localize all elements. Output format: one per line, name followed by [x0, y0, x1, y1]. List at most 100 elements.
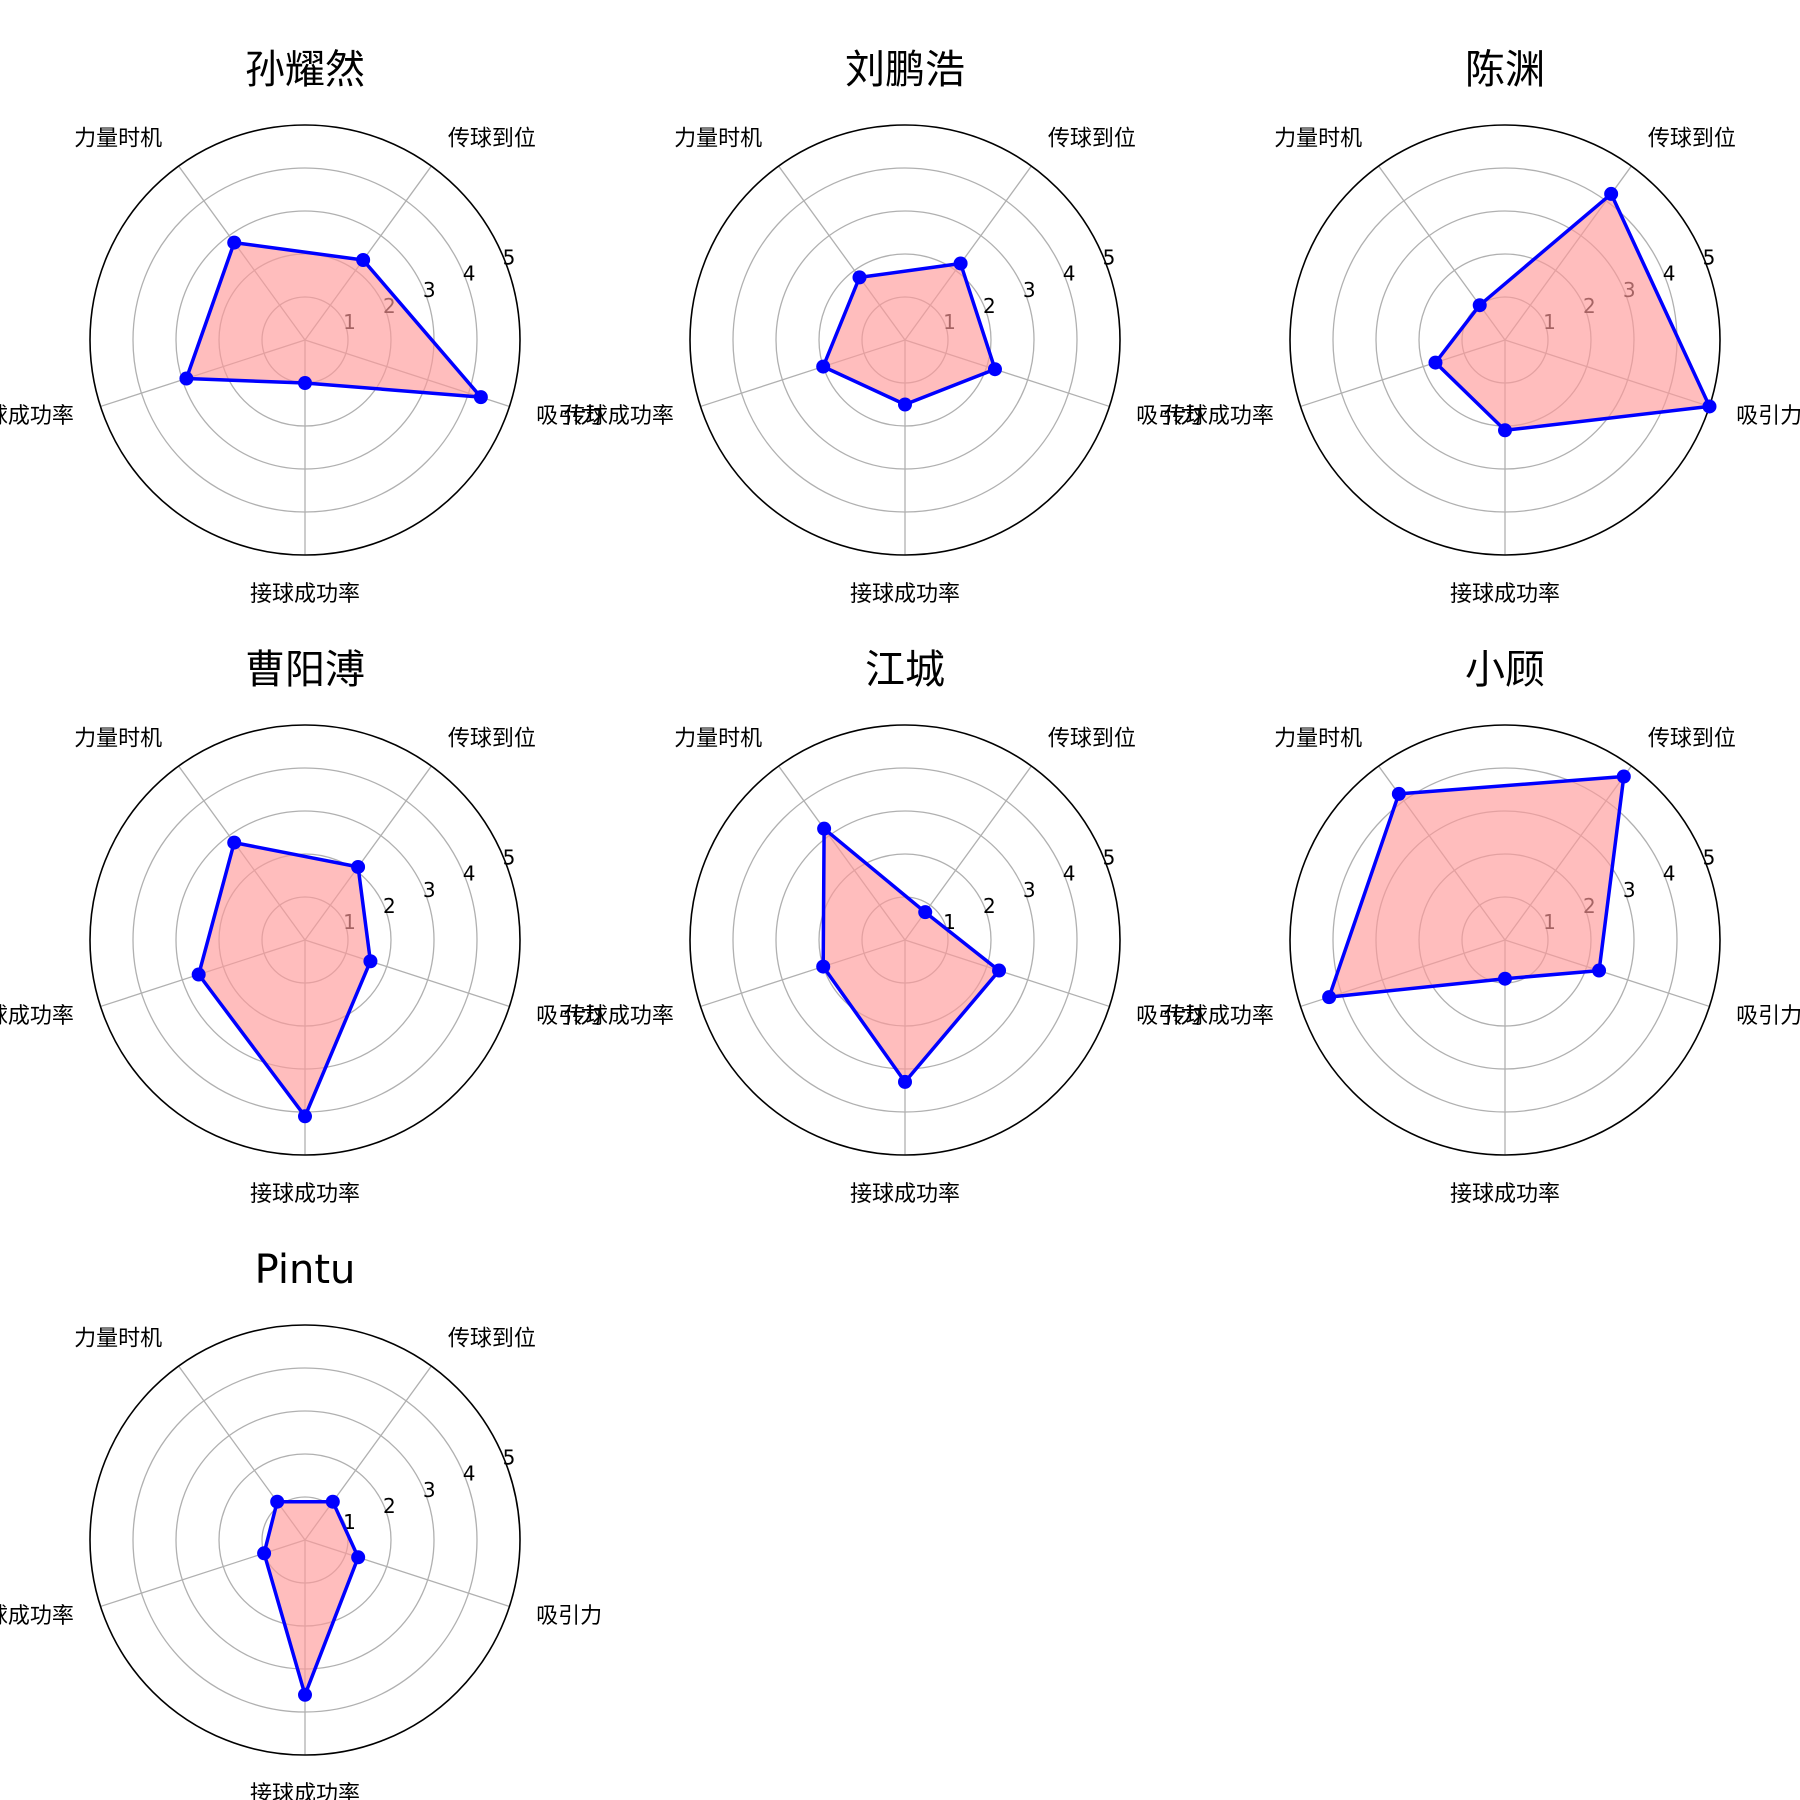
- axis-label: 接球成功率: [850, 582, 960, 607]
- radial-tick-label: 5: [1103, 846, 1116, 870]
- axis-label: 力量时机: [74, 1326, 162, 1351]
- axis-label: 接球成功率: [250, 1782, 360, 1800]
- series-line: [184, 240, 483, 399]
- data-point: [1498, 423, 1512, 438]
- axis-label: 传球到位: [1648, 126, 1736, 151]
- data-point: [1616, 769, 1631, 784]
- radial-tick-label: 2: [383, 1494, 396, 1518]
- axis-label: 吸引力: [1136, 404, 1202, 429]
- data-point: [227, 835, 242, 850]
- axis-label: 力量时机: [74, 726, 162, 751]
- series-area: [823, 263, 995, 405]
- data-point: [817, 821, 832, 836]
- series-area: [186, 242, 481, 398]
- data-point: [1592, 963, 1607, 978]
- radial-tick-label: 3: [423, 878, 436, 902]
- chart-title: 刘鹏浩: [845, 47, 965, 93]
- radial-tick-label: 3: [1023, 278, 1036, 302]
- data-point: [1498, 971, 1512, 986]
- axis-label: 吸引力: [1136, 1004, 1202, 1029]
- axis-label: 吸引力: [536, 1604, 602, 1629]
- axis-label: 吸引力: [1736, 404, 1800, 429]
- axis-label: 接球成功率: [1450, 582, 1560, 607]
- outer-ring: [689, 724, 1121, 1156]
- outer-ring: [89, 724, 521, 1156]
- data-point: [816, 359, 831, 374]
- series-area: [264, 1501, 359, 1695]
- data-point: [1322, 990, 1337, 1005]
- axis-label: 传球到位: [1048, 126, 1136, 151]
- radar-chart: 12345吸引力传球到位力量时机传球成功率接球成功率陈渊: [1164, 47, 1800, 607]
- axis-label: 传球到位: [448, 726, 536, 751]
- axis-label: 接球成功率: [250, 1182, 360, 1207]
- radial-tick-label: 4: [1063, 262, 1076, 286]
- radial-tick-label: 5: [503, 1446, 516, 1470]
- radial-tick-label: 5: [503, 846, 516, 870]
- axis-label: 传球成功率: [0, 1004, 74, 1029]
- data-point: [1472, 298, 1487, 313]
- chart-title: 曹阳溥: [245, 647, 365, 693]
- axis-label: 传球成功率: [0, 404, 74, 429]
- data-point: [363, 954, 378, 969]
- radial-tick-label: 3: [423, 278, 436, 302]
- radial-tick-label: 5: [1703, 246, 1716, 270]
- data-point: [227, 235, 242, 250]
- axis-label: 传球成功率: [1164, 1004, 1274, 1029]
- data-point: [918, 905, 933, 920]
- data-point: [351, 1550, 366, 1565]
- axis-label: 接球成功率: [1450, 1182, 1560, 1207]
- data-point: [953, 256, 968, 271]
- axis-label: 传球到位: [1648, 726, 1736, 751]
- series-line: [262, 1499, 360, 1697]
- axis-label: 传球成功率: [564, 404, 674, 429]
- radial-tick-label: 3: [1023, 878, 1036, 902]
- data-point: [270, 1494, 285, 1509]
- chart-title: 陈渊: [1465, 47, 1545, 93]
- radial-tick-label: 4: [1663, 862, 1676, 886]
- data-point: [257, 1546, 272, 1561]
- radial-tick-label: 2: [983, 894, 996, 918]
- series-area: [823, 828, 1000, 1082]
- data-point: [898, 1074, 912, 1089]
- radial-tick-label: 5: [1103, 246, 1116, 270]
- axis-label: 传球到位: [1048, 726, 1136, 751]
- chart-title: 小顾: [1465, 647, 1545, 693]
- data-point: [1702, 399, 1717, 414]
- series-line: [1433, 192, 1712, 433]
- axis-label: 接球成功率: [850, 1182, 960, 1207]
- outer-ring: [1289, 124, 1721, 556]
- data-point: [298, 1687, 312, 1702]
- data-point: [1428, 355, 1443, 370]
- data-point: [852, 270, 867, 285]
- data-point: [898, 397, 912, 412]
- axis-label: 传球到位: [448, 1326, 536, 1351]
- data-point: [1604, 186, 1619, 201]
- radar-chart: 12345吸引力传球到位力量时机传球成功率接球成功率刘鹏浩: [564, 47, 1202, 607]
- data-point: [987, 362, 1002, 377]
- axis-label: 传球成功率: [564, 1004, 674, 1029]
- chart-title: 孙耀然: [245, 47, 365, 93]
- radar-chart: 12345吸引力传球到位力量时机传球成功率接球成功率小顾: [1164, 647, 1800, 1207]
- data-point: [473, 390, 488, 405]
- radar-chart: 12345吸引力传球到位力量时机传球成功率接球成功率Pintu: [0, 1247, 602, 1800]
- radial-tick-label: 4: [1663, 262, 1676, 286]
- axis-label: 力量时机: [1274, 126, 1362, 151]
- axis-label: 传球到位: [448, 126, 536, 151]
- series-line: [1327, 774, 1626, 999]
- series-line: [821, 826, 1001, 1084]
- radial-tick-label: 2: [983, 294, 996, 318]
- axis-label: 传球成功率: [1164, 404, 1274, 429]
- radar-chart: 12345吸引力传球到位力量时机传球成功率接球成功率曹阳溥: [0, 647, 602, 1207]
- chart-title: Pintu: [255, 1247, 356, 1293]
- data-point: [1391, 786, 1406, 801]
- outer-ring: [89, 124, 521, 556]
- data-point: [992, 963, 1007, 978]
- data-point: [191, 967, 206, 982]
- series-area: [198, 842, 371, 1117]
- series-area: [1329, 776, 1624, 998]
- radial-tick-label: 5: [1703, 846, 1716, 870]
- radial-tick-label: 4: [463, 1462, 476, 1486]
- radial-tick-label: 3: [1623, 878, 1636, 902]
- axis-label: 力量时机: [674, 126, 762, 151]
